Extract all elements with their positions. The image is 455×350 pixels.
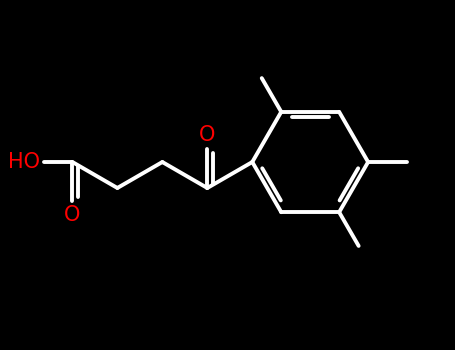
Text: O: O: [199, 125, 216, 145]
Text: HO: HO: [8, 152, 40, 172]
Text: O: O: [64, 205, 81, 225]
